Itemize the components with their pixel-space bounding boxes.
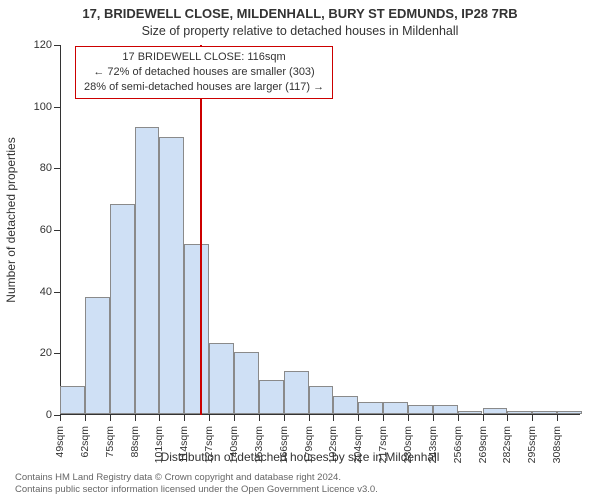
histogram-bar	[309, 386, 334, 414]
y-tick-label: 0	[12, 409, 52, 421]
x-tick	[483, 415, 484, 421]
annotation-line: 17 BRIDEWELL CLOSE: 116sqm	[84, 50, 324, 65]
x-tick	[85, 415, 86, 421]
x-tick	[60, 415, 61, 421]
y-tick-label: 40	[12, 286, 52, 298]
x-axis-line	[60, 414, 580, 415]
histogram-bar	[507, 411, 532, 414]
histogram-bar	[408, 405, 433, 414]
x-tick	[532, 415, 533, 421]
y-tick	[54, 45, 60, 46]
histogram-bar	[284, 371, 309, 414]
footer-attribution: Contains HM Land Registry data © Crown c…	[15, 472, 378, 496]
x-tick	[135, 415, 136, 421]
histogram-bar	[234, 352, 259, 414]
x-tick-label: 49sqm	[54, 426, 66, 458]
x-tick	[358, 415, 359, 421]
y-tick-label: 80	[12, 162, 52, 174]
x-tick	[433, 415, 434, 421]
x-tick-label: 308sqm	[551, 426, 563, 463]
histogram-chart: 02040608010012049sqm62sqm75sqm88sqm101sq…	[60, 45, 580, 415]
x-tick	[234, 415, 235, 421]
histogram-bar	[458, 411, 483, 414]
histogram-bar	[532, 411, 557, 414]
x-tick-label: 140sqm	[228, 426, 240, 463]
x-tick-label: 295sqm	[526, 426, 538, 463]
histogram-bar	[60, 386, 85, 414]
x-tick-label: 282sqm	[501, 426, 513, 463]
x-tick	[184, 415, 185, 421]
y-axis-label: Number of detached properties	[4, 10, 18, 430]
histogram-bar	[184, 244, 209, 414]
histogram-bar	[557, 411, 582, 414]
x-tick	[507, 415, 508, 421]
y-tick-label: 120	[12, 39, 52, 51]
x-tick-label: 127sqm	[203, 426, 215, 463]
x-tick	[259, 415, 260, 421]
y-tick	[54, 107, 60, 108]
page-title: 17, BRIDEWELL CLOSE, MILDENHALL, BURY ST…	[0, 6, 600, 21]
histogram-bar	[383, 402, 408, 414]
annotation-line: ← 72% of detached houses are smaller (30…	[84, 65, 324, 80]
x-tick-label: 114sqm	[178, 426, 190, 463]
x-tick-label: 269sqm	[477, 426, 489, 463]
histogram-bar	[135, 127, 160, 414]
footer-line-1: Contains HM Land Registry data © Crown c…	[15, 472, 378, 484]
y-tick	[54, 230, 60, 231]
x-tick	[309, 415, 310, 421]
histogram-bar	[85, 297, 110, 414]
x-tick	[159, 415, 160, 421]
x-tick	[284, 415, 285, 421]
x-tick-label: 75sqm	[104, 426, 116, 458]
histogram-bar	[259, 380, 284, 414]
x-tick	[408, 415, 409, 421]
y-tick-label: 20	[12, 347, 52, 359]
page-subtitle: Size of property relative to detached ho…	[0, 24, 600, 38]
histogram-bar	[159, 137, 184, 415]
x-tick-label: 204sqm	[352, 426, 364, 463]
y-tick-label: 60	[12, 224, 52, 236]
subject-marker-line	[200, 45, 202, 415]
y-tick-label: 100	[12, 101, 52, 113]
x-tick-label: 62sqm	[79, 426, 91, 458]
histogram-bar	[433, 405, 458, 414]
x-tick-label: 256sqm	[452, 426, 464, 463]
x-tick	[383, 415, 384, 421]
x-tick-label: 166sqm	[278, 426, 290, 463]
x-tick-label: 230sqm	[402, 426, 414, 463]
footer-line-2: Contains public sector information licen…	[15, 484, 378, 496]
histogram-bar	[358, 402, 383, 414]
histogram-bar	[110, 204, 135, 414]
x-tick-label: 88sqm	[129, 426, 141, 458]
x-tick	[209, 415, 210, 421]
x-tick-label: 192sqm	[327, 426, 339, 463]
x-tick-label: 243sqm	[427, 426, 439, 463]
x-tick-label: 101sqm	[153, 426, 165, 463]
x-tick	[458, 415, 459, 421]
y-axis-line	[60, 45, 61, 415]
y-tick	[54, 292, 60, 293]
annotation-box: 17 BRIDEWELL CLOSE: 116sqm← 72% of detac…	[75, 46, 333, 99]
histogram-bar	[209, 343, 234, 414]
x-tick	[110, 415, 111, 421]
x-tick	[333, 415, 334, 421]
y-tick	[54, 168, 60, 169]
x-tick	[557, 415, 558, 421]
histogram-bar	[483, 408, 508, 414]
histogram-bar	[333, 396, 358, 415]
x-tick-label: 179sqm	[303, 426, 315, 463]
y-tick	[54, 353, 60, 354]
x-tick-label: 153sqm	[253, 426, 265, 463]
annotation-line: 28% of semi-detached houses are larger (…	[84, 80, 324, 95]
x-tick-label: 217sqm	[377, 426, 389, 463]
